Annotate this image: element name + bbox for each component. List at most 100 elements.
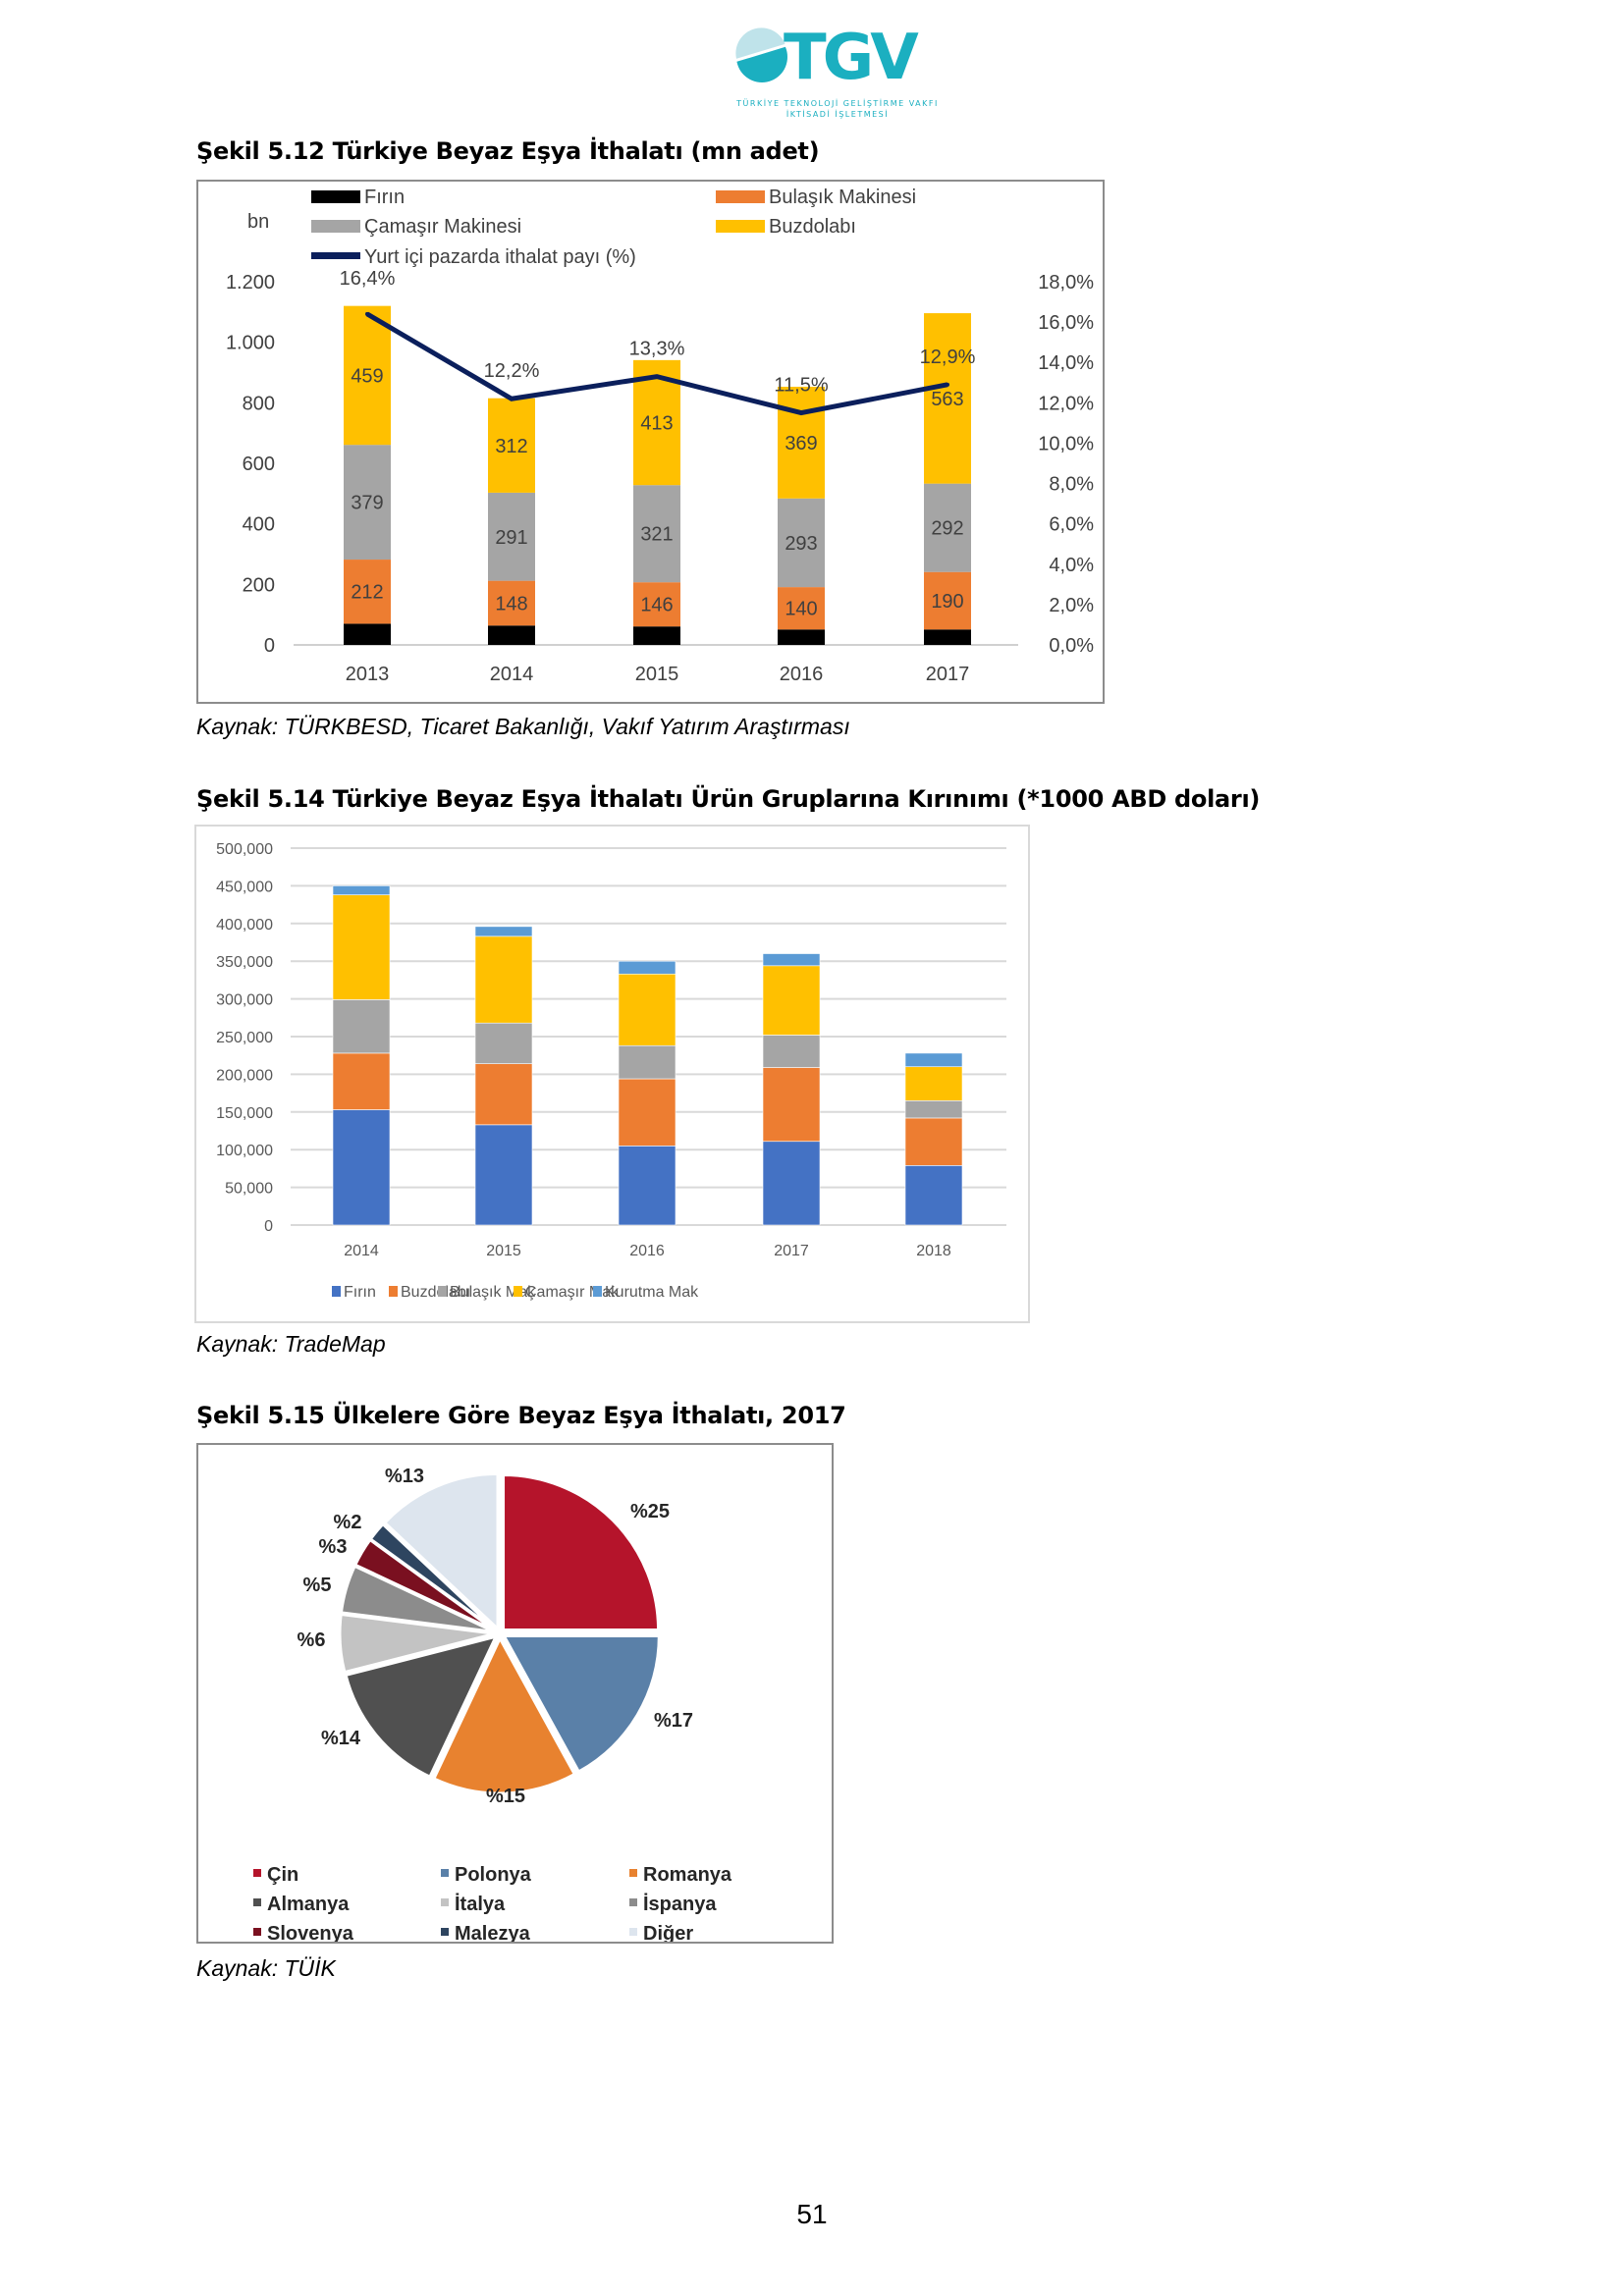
chart-5-12-frame: bn 0 200 400 600 800 1.000 1.200 0,0% 2,0% 4,0% 6,0… bbox=[196, 180, 1105, 704]
bar-segment-Bulaşık Mak bbox=[904, 1099, 963, 1119]
pie-slice-Çin bbox=[502, 1472, 661, 1631]
y-tick-label: 600 bbox=[243, 454, 275, 475]
bar-segment-Kurutma Mak bbox=[618, 960, 677, 975]
y-tick-label: 50,000 bbox=[225, 1181, 273, 1198]
bar-segment-Çamaşır Mak bbox=[332, 894, 391, 1000]
pie-value-label: %25 bbox=[630, 1501, 670, 1522]
bar-segment-Çamaşır Makinesi bbox=[488, 492, 535, 581]
y2-tick-label: 0,0% bbox=[1049, 635, 1094, 657]
legend-swatch bbox=[593, 1286, 602, 1297]
bar-segment-Çamaşır Makinesi bbox=[633, 485, 680, 583]
pie-slice-Polonya bbox=[501, 1634, 661, 1775]
bar-segment-Fırın bbox=[762, 1141, 821, 1226]
bar-value-label: 148 bbox=[495, 593, 527, 614]
figure-source-5-14: Kaynak: TradeMap bbox=[196, 1331, 386, 1357]
figure-title-5-15: Şekil 5.15 Ülkelere Göre Beyaz Eşya İtha… bbox=[196, 1402, 846, 1429]
legend-swatch-line bbox=[311, 252, 360, 259]
y2-tick-label: 12,0% bbox=[1038, 393, 1094, 414]
line-point bbox=[655, 374, 659, 379]
bar-segment-Buzdolabı bbox=[762, 1067, 821, 1143]
legend-label: Romanya bbox=[643, 1864, 732, 1886]
line-value-label: 12,2% bbox=[484, 360, 540, 382]
y2-tick-label: 16,0% bbox=[1038, 312, 1094, 334]
legend-label: Malezya bbox=[455, 1923, 531, 1942]
figure-title-5-12: Şekil 5.12 Türkiye Beyaz Eşya İthalatı (… bbox=[196, 137, 820, 165]
bar-segment-Buzdolabı bbox=[618, 1078, 677, 1147]
bar-segment-Buzdolabı bbox=[904, 1117, 963, 1166]
bar-value-label: 293 bbox=[785, 533, 817, 555]
pie-value-label: %13 bbox=[385, 1466, 424, 1487]
figure-source-5-12: Kaynak: TÜRKBESD, Ticaret Bakanlığı, Vak… bbox=[196, 714, 850, 739]
bar-value-label: 413 bbox=[640, 413, 673, 435]
y-tick-label: 200,000 bbox=[216, 1067, 273, 1084]
x-tick-label: 2014 bbox=[490, 664, 534, 685]
bar-segment-Çamaşır Makinesi bbox=[778, 498, 825, 588]
x-tick-label: 2017 bbox=[774, 1243, 809, 1259]
x-tick-label: 2016 bbox=[629, 1243, 665, 1259]
legend-swatch bbox=[441, 1898, 449, 1906]
bar-segment-Buzdolabı bbox=[344, 305, 391, 446]
x-tick-label: 2013 bbox=[346, 664, 390, 685]
bar-segment-Buzdolabı bbox=[488, 398, 535, 493]
pie-value-label: %5 bbox=[303, 1575, 332, 1596]
legend-label: Almanya bbox=[267, 1894, 350, 1915]
y-axis-unit-label: bn bbox=[247, 211, 269, 233]
bar-segment-Kurutma Mak bbox=[762, 953, 821, 967]
logo-subtitle-1: TÜRKİYE TEKNOLOJİ GELİŞTİRME VAKFI bbox=[736, 99, 939, 108]
y2-tick-label: 2,0% bbox=[1049, 595, 1094, 616]
bar-segment-Fırın bbox=[488, 625, 535, 645]
bar-segment-Fırın bbox=[778, 629, 825, 645]
legend-swatch bbox=[253, 1898, 261, 1906]
y2-tick-label: 14,0% bbox=[1038, 352, 1094, 374]
legend-label: İspanya bbox=[643, 1893, 717, 1915]
bar-segment-Bulaşık Mak bbox=[332, 999, 391, 1054]
legend-label: Çin bbox=[267, 1864, 298, 1886]
bar-segment-Çamaşır Mak bbox=[762, 965, 821, 1036]
bar-segment-Kurutma Mak bbox=[332, 885, 391, 895]
bar-value-label: 190 bbox=[931, 591, 963, 613]
legend-label: Fırın bbox=[344, 1284, 376, 1301]
y-tick-label: 1.000 bbox=[226, 333, 275, 354]
legend-swatch bbox=[716, 190, 765, 203]
bar-value-label: 369 bbox=[785, 433, 817, 454]
bar-value-label: 212 bbox=[351, 582, 383, 604]
y-tick-label: 1.200 bbox=[226, 272, 275, 294]
line-value-label: 13,3% bbox=[629, 339, 685, 360]
y2-tick-label: 6,0% bbox=[1049, 514, 1094, 536]
y-tick-label: 400 bbox=[243, 514, 275, 536]
tgv-logo-mark-icon: TGV bbox=[733, 22, 923, 94]
bar-segment-Çamaşır Mak bbox=[474, 935, 533, 1024]
legend-label: Buzdolabı bbox=[769, 216, 856, 238]
bar-value-label: 292 bbox=[931, 518, 963, 540]
bar-segment-Buzdolabı bbox=[778, 386, 825, 499]
pie-value-label: %3 bbox=[319, 1536, 348, 1558]
legend-swatch bbox=[629, 1898, 637, 1906]
pie-value-label: %6 bbox=[298, 1629, 326, 1651]
y2-tick-label: 10,0% bbox=[1038, 433, 1094, 454]
legend-label: Slovenya bbox=[267, 1923, 354, 1942]
y-tick-label: 200 bbox=[243, 574, 275, 596]
x-tick-label: 2016 bbox=[780, 664, 824, 685]
legend-swatch bbox=[253, 1869, 261, 1877]
bar-segment-Bulaşık Makinesi bbox=[633, 582, 680, 627]
figure-title-5-14: Şekil 5.14 Türkiye Beyaz Eşya İthalatı Ü… bbox=[196, 785, 1261, 813]
logo-text: TGV bbox=[784, 22, 919, 88]
bar-segment-Bulaşık Makinesi bbox=[488, 580, 535, 626]
bar-segment-Buzdolabı bbox=[474, 1063, 533, 1126]
chart-5-14: 0 50,000 100,000 150,000 200,000 250,000 300,0… bbox=[216, 841, 1006, 1301]
y-tick-label: 0 bbox=[264, 1218, 273, 1235]
legend-label: Buzdolabı bbox=[401, 1284, 470, 1301]
legend-swatch bbox=[441, 1869, 449, 1877]
y-tick-label: 100,000 bbox=[216, 1143, 273, 1159]
legend-swatch bbox=[716, 220, 765, 233]
y-tick-label: 0 bbox=[264, 635, 275, 657]
pie-value-label: %14 bbox=[321, 1728, 361, 1749]
bar-segment-Fırın bbox=[633, 626, 680, 645]
bar-segment-Fırın bbox=[924, 629, 971, 645]
legend-label: Fırın bbox=[364, 187, 405, 208]
y-tick-label: 400,000 bbox=[216, 917, 273, 934]
legend-label: Bulaşık Mak bbox=[450, 1284, 536, 1301]
tgv-logo: TGV TÜRKİYE TEKNOLOJİ GELİŞTİRME VAKFI İ… bbox=[733, 18, 941, 119]
y-tick-label: 500,000 bbox=[216, 841, 273, 858]
y2-tick-label: 4,0% bbox=[1049, 555, 1094, 576]
